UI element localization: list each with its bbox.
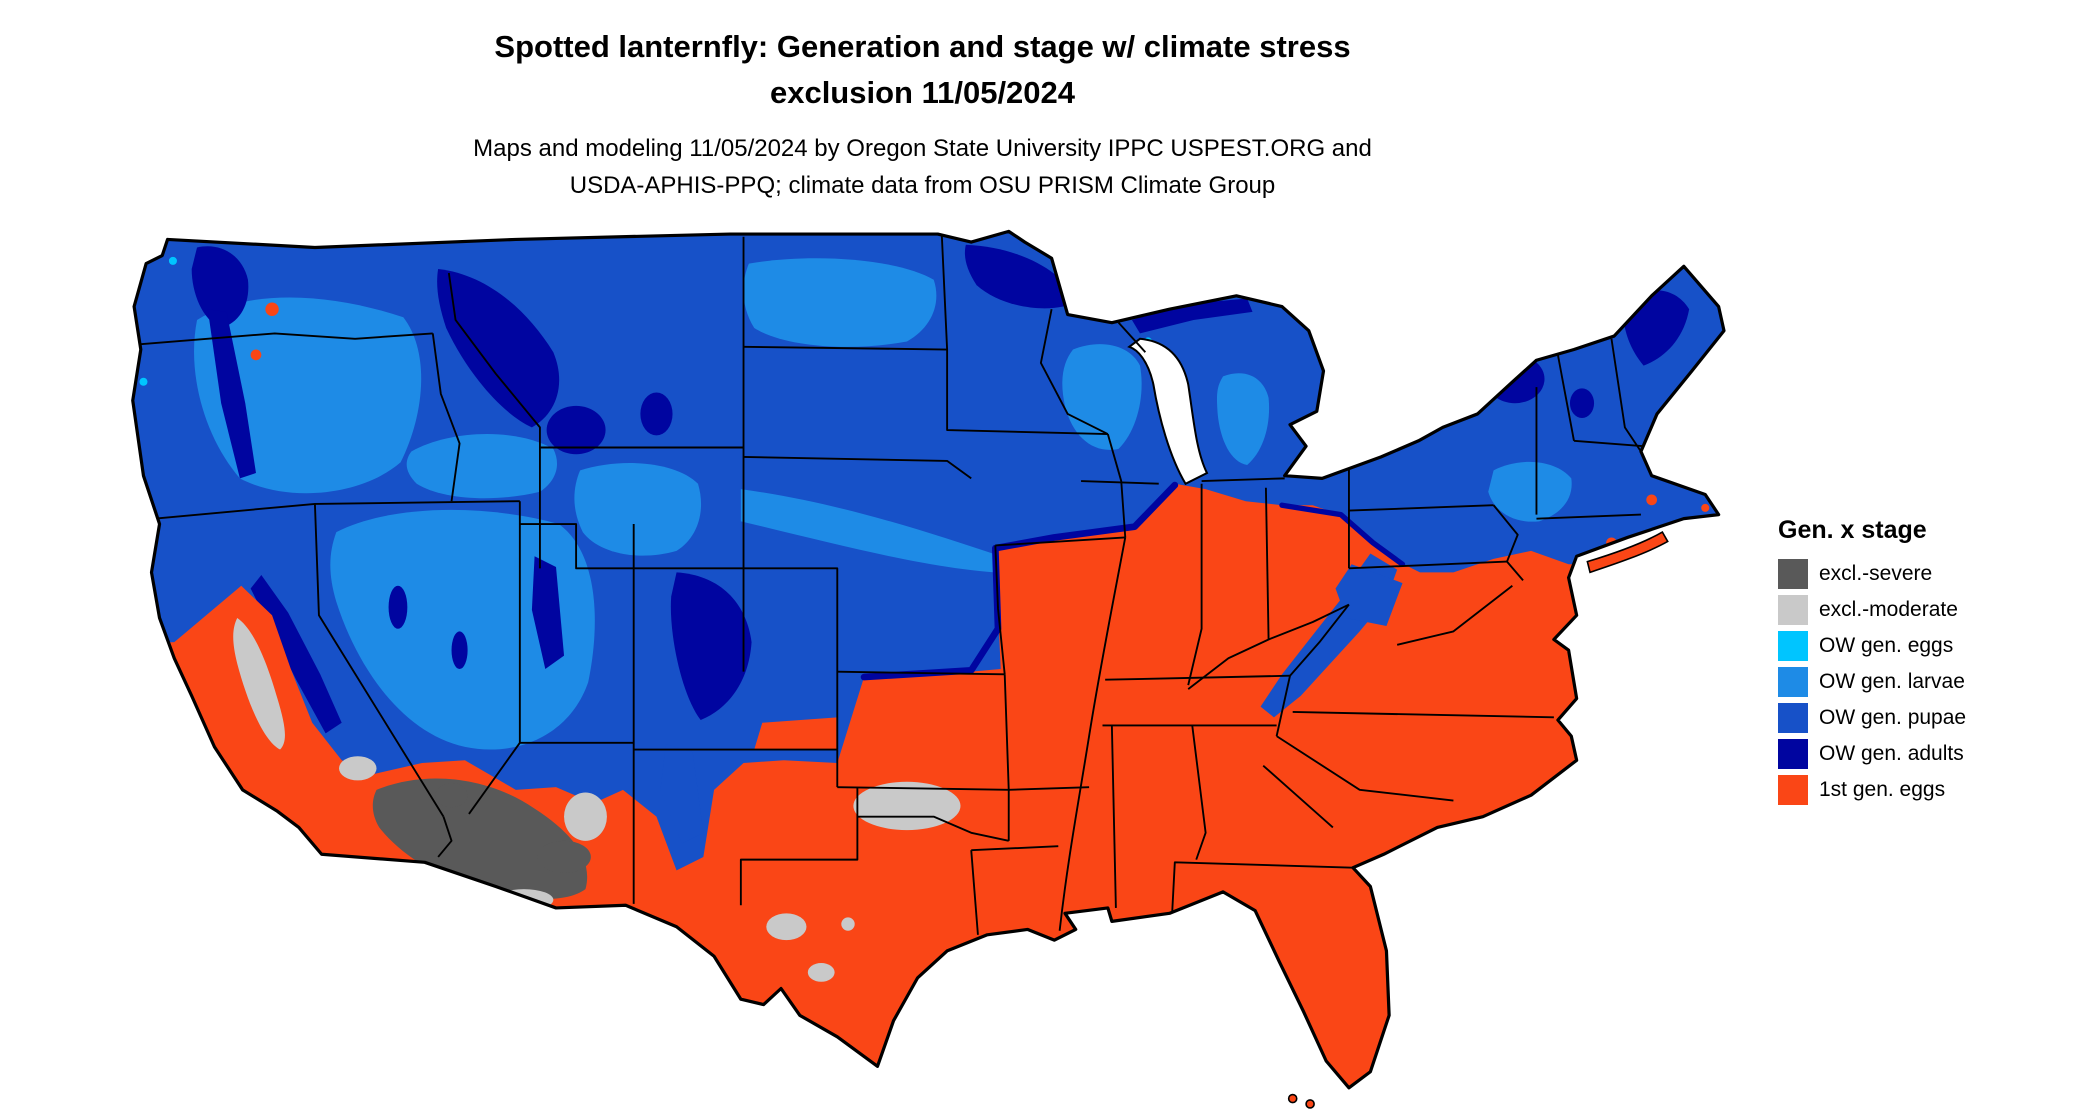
legend-label-ow-gen-pupae: OW gen. pupae [1819,706,1967,729]
us-outline [131,229,1726,1090]
map-title-line1: Spotted lanternfly: Generation and stage… [494,29,1351,64]
lake-michigan [1127,337,1209,486]
legend-row-ow-gen-adults: OW gen. adults [1778,739,2078,769]
state-borders [140,234,1644,935]
region-ow-gen-adults [191,244,1690,734]
legend-row-excl-moderate: excl.-moderate [1778,595,2078,625]
map-title-line2: exclusion 11/05/2024 [769,75,1076,110]
legend-swatch-excl-severe [1778,559,1808,589]
legend-swatch-1st-gen-eggs [1778,775,1808,805]
us-choropleth-map [131,229,1726,1109]
legend-label-1st-gen-eggs: 1st gen. eggs [1819,778,1946,801]
legend-swatch-ow-gen-adults [1778,739,1808,769]
legend-title: Gen. x stage [1778,516,1927,544]
region-appalachian-pupae [660,553,1403,844]
legend-swatch-ow-gen-pupae [1778,703,1808,733]
legend: Gen. x stage excl.-severe excl.-moderate… [1778,516,2078,811]
map-subtitle-line1: Maps and modeling 11/05/2024 by Oregon S… [473,135,1372,162]
legend-label-excl-severe: excl.-severe [1819,562,1933,585]
region-excl-severe [372,778,591,900]
legend-label-ow-gen-larvae: OW gen. larvae [1819,670,1965,693]
legend-swatch-ow-gen-larvae [1778,667,1808,697]
legend-label-excl-moderate: excl.-moderate [1819,598,1958,621]
legend-row-excl-severe: excl.-severe [1778,559,2078,589]
region-excl-moderate [233,617,961,982]
legend-swatch-ow-gen-eggs [1778,631,1808,661]
offshore-islands [1287,530,1669,1109]
region-ow-gen-larvae [194,258,1572,750]
legend-row-ow-gen-pupae: OW gen. pupae [1778,703,2078,733]
legend-label-ow-gen-adults: OW gen. adults [1819,742,1964,765]
legend-row-1st-gen-eggs: 1st gen. eggs [1778,775,2078,805]
map-subtitle-line2: USDA-APHIS-PPQ; climate data from OSU PR… [569,172,1276,199]
transition-edge-east [1279,502,1406,567]
legend-swatch-excl-moderate [1778,595,1808,625]
legend-row-ow-gen-larvae: OW gen. larvae [1778,667,2078,697]
legend-label-ow-gen-eggs: OW gen. eggs [1819,634,1954,657]
legend-row-ow-gen-eggs: OW gen. eggs [1778,631,2078,661]
map-subtitle: Maps and modeling 11/05/2024 by Oregon S… [0,130,1845,204]
map-title: Spotted lanternfly: Generation and stage… [0,24,1845,116]
